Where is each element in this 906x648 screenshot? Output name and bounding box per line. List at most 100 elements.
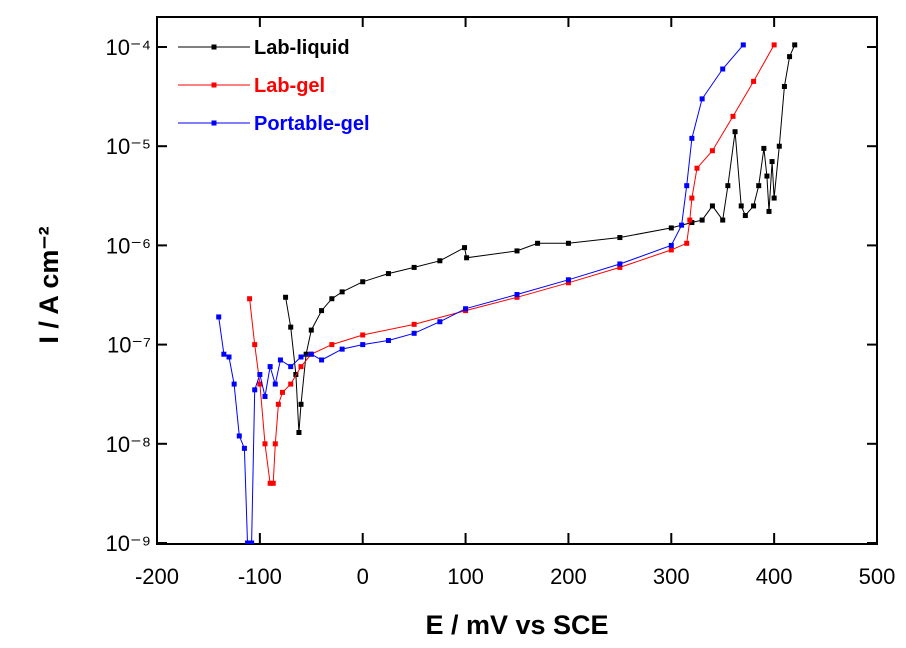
x-tick-label: -200: [135, 564, 179, 589]
marker: [329, 296, 335, 302]
x-tick-label: 500: [859, 564, 896, 589]
marker: [742, 213, 748, 219]
legend-marker: [211, 120, 217, 126]
marker: [776, 143, 782, 149]
legend-marker: [211, 44, 217, 50]
marker: [756, 183, 762, 189]
marker: [761, 145, 767, 151]
marker: [249, 540, 255, 544]
marker: [687, 217, 693, 223]
marker: [262, 393, 268, 399]
marker: [709, 148, 715, 154]
legend-label: Portable-gel: [254, 113, 370, 135]
marker: [360, 332, 366, 338]
marker: [360, 342, 366, 348]
marker: [565, 240, 571, 246]
marker: [308, 327, 314, 333]
marker: [226, 354, 232, 360]
marker: [283, 294, 289, 300]
marker: [535, 240, 541, 246]
marker: [617, 235, 623, 241]
y-tick-label: 10⁻⁷: [107, 333, 151, 358]
x-tick-label: -100: [238, 564, 282, 589]
marker: [275, 401, 281, 407]
series-line: [218, 44, 744, 544]
marker: [699, 217, 705, 223]
marker: [277, 357, 283, 363]
x-tick-label: 300: [653, 564, 690, 589]
marker: [279, 389, 285, 395]
marker: [694, 165, 700, 171]
marker: [751, 78, 757, 84]
marker: [270, 480, 276, 486]
marker: [699, 96, 705, 102]
y-tick-label: 10⁻⁶: [106, 233, 151, 258]
series-line: [249, 44, 775, 484]
marker: [236, 433, 242, 439]
marker: [216, 314, 222, 320]
marker: [262, 441, 268, 447]
marker: [514, 248, 520, 254]
y-tick-label: 10⁻⁴: [105, 35, 151, 60]
marker: [411, 321, 417, 327]
marker: [720, 66, 726, 72]
marker: [339, 346, 345, 352]
x-tick-label: 100: [447, 564, 484, 589]
marker: [720, 217, 726, 223]
marker: [296, 429, 302, 435]
marker: [565, 280, 571, 286]
y-tick-label: 10⁻⁸: [106, 432, 151, 457]
marker: [514, 294, 520, 300]
marker: [787, 54, 793, 60]
marker: [298, 354, 304, 360]
marker: [464, 255, 470, 261]
x-tick-label: 0: [357, 564, 369, 589]
marker: [288, 324, 294, 330]
marker: [709, 203, 715, 209]
marker: [738, 203, 744, 209]
marker: [329, 342, 335, 348]
y-tick-label: 10⁻⁹: [105, 531, 151, 556]
marker: [684, 183, 690, 189]
marker: [319, 308, 325, 314]
marker: [514, 291, 520, 297]
marker: [668, 242, 674, 248]
legend-marker: [211, 82, 217, 88]
x-axis-label: E / mV vs SCE: [425, 610, 608, 640]
marker: [769, 159, 775, 165]
marker: [267, 364, 273, 370]
marker: [679, 222, 685, 228]
marker: [231, 381, 237, 387]
legend-label: Lab-liquid: [254, 37, 350, 59]
marker: [245, 540, 251, 544]
marker: [792, 42, 798, 48]
marker: [689, 135, 695, 141]
marker: [241, 445, 247, 451]
marker: [272, 441, 278, 447]
marker: [339, 289, 345, 295]
legend-label: Lab-gel: [254, 75, 325, 97]
marker: [298, 364, 304, 370]
marker: [764, 173, 770, 179]
marker: [308, 351, 314, 357]
plot-frame: [156, 16, 878, 545]
marker: [221, 351, 227, 357]
marker: [617, 264, 623, 270]
marker: [462, 245, 468, 251]
marker: [257, 371, 263, 377]
marker: [668, 225, 674, 231]
marker: [766, 208, 772, 214]
marker: [725, 183, 731, 189]
marker: [411, 264, 417, 270]
y-axis-label: I / A cm⁻²: [34, 226, 64, 343]
marker: [411, 330, 417, 336]
marker: [463, 306, 469, 312]
marker: [771, 42, 777, 48]
marker: [730, 113, 736, 119]
marker: [360, 279, 366, 285]
series-line: [285, 44, 796, 433]
x-tick-label: 400: [756, 564, 793, 589]
marker: [385, 337, 391, 343]
marker: [437, 319, 443, 325]
